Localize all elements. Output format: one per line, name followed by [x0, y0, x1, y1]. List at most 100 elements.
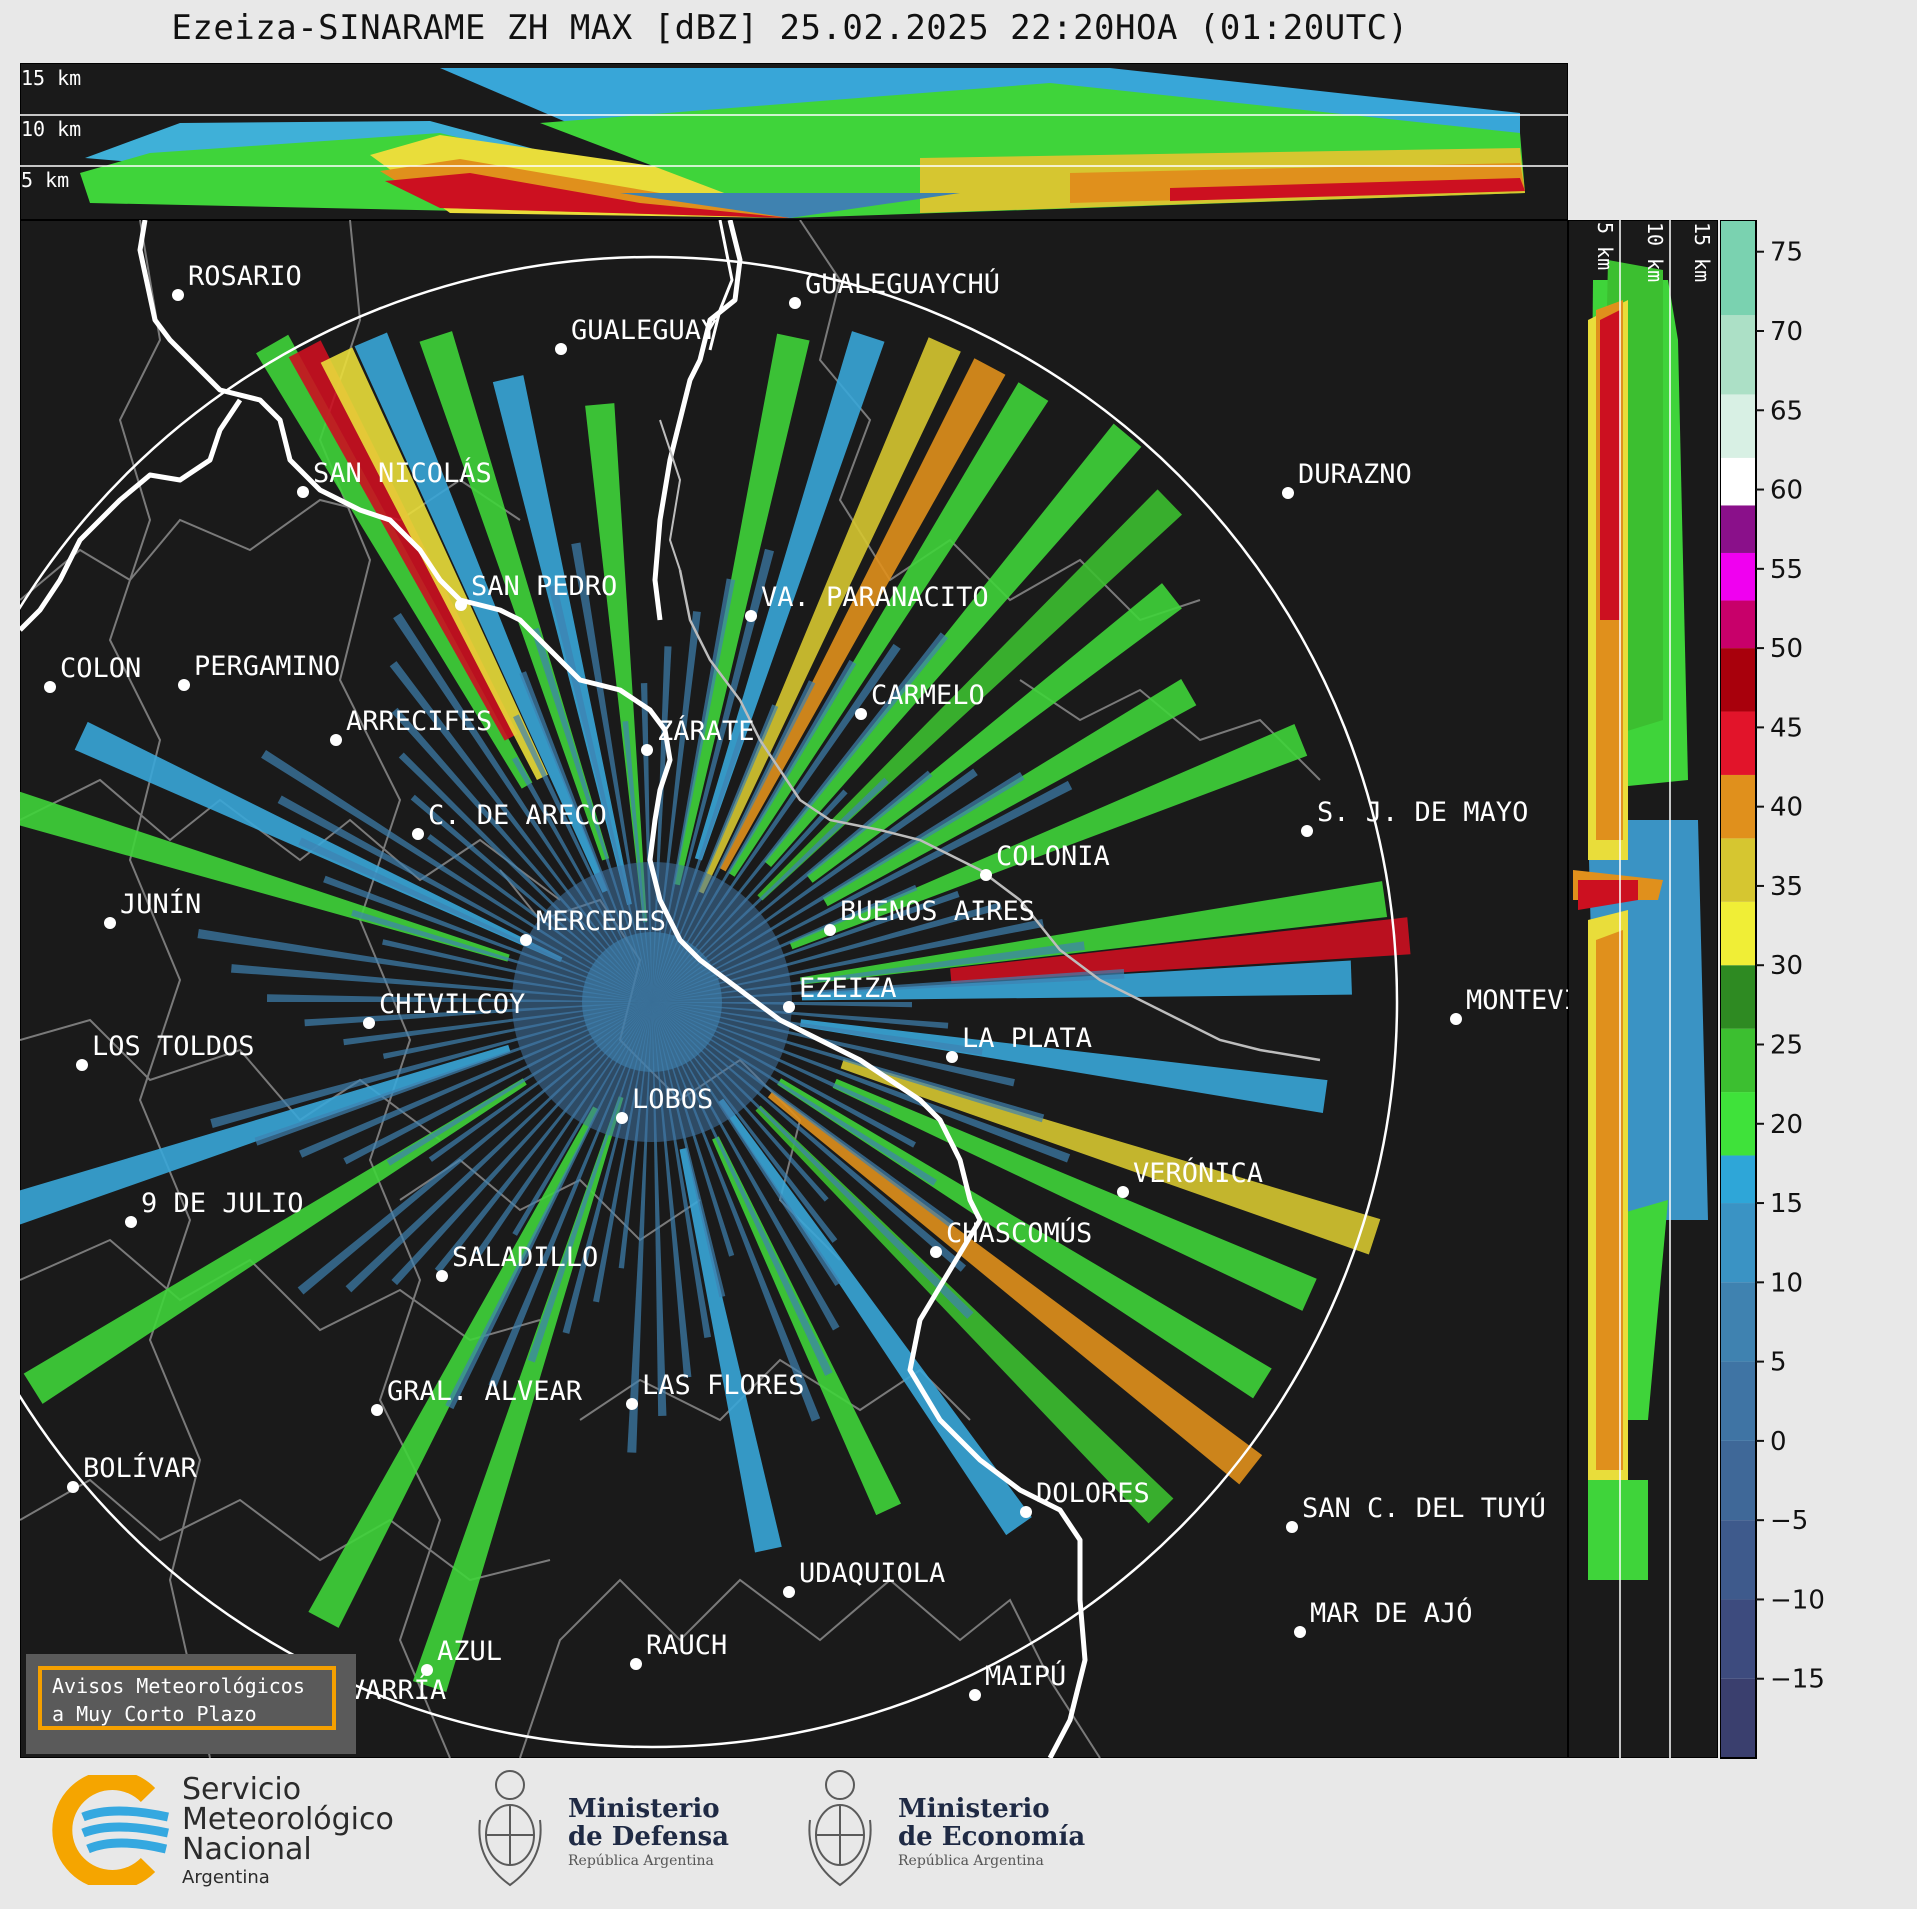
colorbar-tick-label: 0 — [1770, 1427, 1787, 1457]
chart-title: Ezeiza-SINARAME ZH MAX [dBZ] 25.02.2025 … — [171, 8, 1409, 48]
city-marker — [178, 679, 190, 691]
uruguay-coast — [659, 419, 1321, 1062]
reflectivity-ray — [757, 489, 1182, 901]
city-marker — [172, 289, 184, 301]
reflectivity-ray — [354, 332, 608, 893]
city-label: GUALEGUAY — [571, 315, 717, 346]
city-label: MAIPÚ — [985, 1660, 1066, 1692]
colorbar-tick-label: 70 — [1770, 317, 1803, 347]
city-marker — [125, 1216, 137, 1228]
reflectivity-ray — [20, 791, 510, 962]
city-label: LAS FLORES — [642, 1370, 805, 1401]
alert-button-line2: a Muy Corto Plazo — [52, 1702, 257, 1726]
smn-line4: Argentina — [182, 1867, 270, 1888]
city-marker — [412, 828, 424, 840]
city-label: VA. PARANACITO — [761, 582, 989, 613]
city-label: DOLORES — [1036, 1478, 1150, 1509]
city-marker — [745, 610, 757, 622]
top-alt-5: 5 km — [21, 168, 69, 192]
reflectivity-ray — [832, 1078, 1317, 1311]
city-label: SALADILLO — [452, 1242, 598, 1273]
radar-map: ROSARIO GUALEGUAYCHÚ GUALEGUAY SAN NICOLÁS D… — [20, 220, 1568, 1758]
colorbar-tick-label: −15 — [1770, 1665, 1825, 1695]
reflectivity-ray — [679, 1147, 782, 1553]
colorbar-band — [1720, 901, 1756, 966]
city-label: LOS TOLDOS — [92, 1031, 255, 1062]
city-marker — [1282, 487, 1294, 499]
city-marker — [1117, 1186, 1129, 1198]
city-label: SAN PEDRO — [471, 571, 617, 602]
right-alt-15: 15 km — [1690, 222, 1714, 282]
city-marker — [455, 599, 467, 611]
city-label: UDAQUIOLA — [799, 1558, 945, 1589]
colorbar-band — [1720, 1599, 1756, 1679]
reflectivity-ray — [806, 583, 1182, 883]
city-label: ZÁRATE — [657, 715, 755, 747]
colorbar-band — [1720, 648, 1756, 712]
colorbar-band — [1720, 457, 1756, 506]
city-marker — [297, 486, 309, 498]
colorbar-band — [1720, 1440, 1756, 1521]
city-marker — [969, 1689, 981, 1701]
city-label: S. J. DE MAYO — [1317, 797, 1528, 828]
city-label: EZEIZA — [799, 973, 897, 1004]
city-label: RAUCH — [646, 1630, 727, 1661]
colorbar-band — [1720, 600, 1756, 649]
city-label: MONTEVIDEO — [1466, 985, 1568, 1016]
reflectivity-ray — [698, 337, 961, 894]
colorbar-band — [1720, 1203, 1756, 1283]
city-marker — [855, 708, 867, 720]
city-marker — [641, 744, 653, 756]
colorbar-tick-label: −5 — [1770, 1506, 1808, 1536]
colorbar-tick-label: 30 — [1770, 951, 1803, 981]
reflectivity-ray — [718, 1098, 1032, 1536]
city-marker — [946, 1051, 958, 1063]
city-label: COLONIA — [996, 841, 1110, 872]
city-label: CHASCOMÚS — [946, 1217, 1092, 1249]
city-marker — [436, 1270, 448, 1282]
colorbar-tick-label: 10 — [1770, 1268, 1803, 1298]
colorbar-tick-label: 5 — [1770, 1348, 1787, 1378]
colorbar-tick-label: 55 — [1770, 555, 1803, 585]
colorbar-band — [1720, 965, 1756, 1029]
colorbar-bands — [1720, 220, 1757, 1759]
city-label: ROSARIO — [188, 261, 302, 292]
city-label: SAN C. DEL TUYÚ — [1302, 1492, 1546, 1524]
city-label: COLON — [60, 653, 141, 684]
city-marker — [930, 1246, 942, 1258]
top-alt-10: 10 km — [21, 117, 81, 141]
city-marker — [783, 1586, 795, 1598]
reflectivity-ray — [764, 423, 1142, 867]
colorbar-band — [1720, 1282, 1756, 1362]
defensa-line1: Ministerio — [568, 1794, 720, 1824]
economia-line1: Ministerio — [898, 1794, 1050, 1824]
city-label: LA PLATA — [962, 1023, 1092, 1054]
top-cross-section: 15 km 10 km 5 km — [20, 63, 1568, 220]
city-marker — [363, 1017, 375, 1029]
colorbar-band — [1720, 774, 1756, 839]
colorbar-band — [1720, 711, 1756, 775]
city-marker — [44, 681, 56, 693]
right-cross-section: 5 km 10 km 15 km — [1568, 220, 1718, 1758]
smn-logo-icon — [52, 1775, 169, 1885]
city-marker — [1020, 1506, 1032, 1518]
city-label: BUENOS AIRES — [840, 896, 1035, 927]
city-marker — [1286, 1521, 1298, 1533]
alert-button-frame[interactable]: Avisos Meteorológicos a Muy Corto Plazo — [38, 1666, 336, 1730]
defensa-line3: República Argentina — [568, 1853, 714, 1869]
alert-button[interactable]: Avisos Meteorológicos a Muy Corto Plazo — [26, 1654, 356, 1754]
reflectivity-ray — [728, 382, 1049, 877]
colorbar-outline — [1720, 220, 1757, 1759]
reflectivity-ray — [694, 331, 885, 861]
city-label: VERÓNICA — [1133, 1157, 1263, 1189]
city-label: 9 DE JULIO — [141, 1188, 304, 1219]
city-marker — [67, 1481, 79, 1493]
economia-line3: República Argentina — [898, 1853, 1044, 1869]
city-label: LOBOS — [632, 1084, 713, 1115]
defensa-line2: de Defensa — [568, 1822, 729, 1852]
city-marker — [616, 1112, 628, 1124]
colorbar-tick-label: 50 — [1770, 634, 1803, 664]
reflectivity-ray — [256, 334, 533, 789]
city-labels: ROSARIO GUALEGUAYCHÚ GUALEGUAY SAN NICOLÁS D… — [44, 261, 1568, 1715]
